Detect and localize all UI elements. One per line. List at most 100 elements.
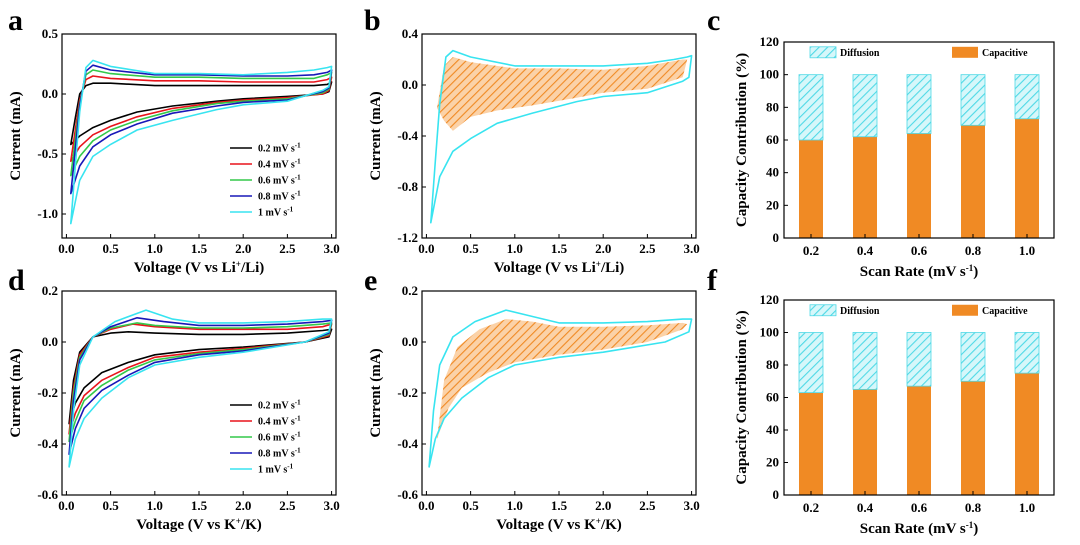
y-axis-label-a: Current (mA) <box>8 91 24 180</box>
x-tick-label-f-2: 0.6 <box>911 500 928 515</box>
bar-diffusion-f-2 <box>906 332 932 387</box>
x-tick-label-a-4: 2.0 <box>235 241 251 256</box>
y-tick-label-c-2: 40 <box>766 165 779 180</box>
x-tick-label-d-3: 1.5 <box>191 498 208 513</box>
x-axis-label-d: Voltage (V vs K+/K) <box>136 516 262 533</box>
legend-label-capacitive-f: Capacitive <box>982 306 1028 317</box>
x-tick-label-b-0: 0.0 <box>418 241 434 256</box>
bar-diffusion-c-1 <box>852 74 878 138</box>
y-tick-label-c-3: 60 <box>766 132 779 147</box>
legend-label-capacitive-c: Capacitive <box>982 48 1028 59</box>
x-tick-label-b-1: 0.5 <box>462 241 479 256</box>
y-tick-label-e-2: -0.2 <box>397 385 418 400</box>
x-tick-label-e-6: 3.0 <box>683 498 699 513</box>
cv-curve-a-4 <box>70 59 333 225</box>
x-tick-label-e-1: 0.5 <box>462 498 479 513</box>
x-tick-label-b-2: 1.0 <box>507 241 523 256</box>
bar-diffusion-c-4 <box>1014 74 1040 120</box>
y-tick-label-e-0: -0.6 <box>397 487 418 502</box>
cv-curve-a-3 <box>70 64 333 195</box>
y-tick-label-c-1: 20 <box>766 197 779 212</box>
panel-label-f: f <box>707 264 718 297</box>
x-tick-label-c-2: 0.6 <box>911 243 928 258</box>
y-tick-label-d-1: -0.4 <box>37 436 58 451</box>
x-tick-label-f-4: 1.0 <box>1019 500 1035 515</box>
y-tick-label-e-4: 0.2 <box>402 283 418 298</box>
legend-swatch-capacitive-f <box>952 304 978 316</box>
x-tick-label-f-1: 0.4 <box>857 500 874 515</box>
y-tick-label-f-3: 60 <box>766 390 779 405</box>
x-tick-label-c-1: 0.4 <box>857 243 874 258</box>
bar-capacitive-f-4 <box>1015 373 1039 495</box>
legend-label-a-0: 0.2 mV s-1 <box>258 142 301 155</box>
x-axis-label-a: Voltage (V vs Li+/Li) <box>134 259 265 276</box>
bar-capacitive-f-3 <box>961 381 985 495</box>
x-tick-label-f-3: 0.8 <box>965 500 982 515</box>
y-axis-label-b: Current (mA) <box>368 91 384 180</box>
legend-swatch-diffusion-c <box>809 46 837 59</box>
y-tick-label-e-1: -0.4 <box>397 436 418 451</box>
x-tick-label-e-3: 1.5 <box>551 498 568 513</box>
y-tick-label-b-3: 0.0 <box>402 77 418 92</box>
x-tick-label-e-0: 0.0 <box>418 498 434 513</box>
capacitive-region-e <box>437 319 688 439</box>
y-tick-label-a-3: 0.5 <box>42 26 59 41</box>
cv-curve-d-4 <box>68 309 333 468</box>
x-tick-label-a-1: 0.5 <box>102 241 119 256</box>
capacitive-region-b <box>437 57 688 131</box>
bar-capacitive-c-0 <box>799 140 823 238</box>
x-tick-label-b-5: 2.5 <box>639 241 656 256</box>
y-tick-label-f-6: 120 <box>760 292 780 307</box>
x-tick-label-a-0: 0.0 <box>58 241 74 256</box>
y-tick-label-d-0: -0.6 <box>37 487 58 502</box>
legend-label-a-2: 0.6 mV s-1 <box>258 174 301 187</box>
y-tick-label-c-0: 0 <box>773 230 780 245</box>
panel-label-c: c <box>707 4 720 37</box>
y-tick-label-d-2: -0.2 <box>37 385 58 400</box>
x-tick-label-a-2: 1.0 <box>147 241 163 256</box>
x-tick-label-a-5: 2.5 <box>279 241 296 256</box>
legend-swatch-capacitive-c <box>952 46 978 58</box>
legend-swatch-diffusion-f <box>809 304 837 317</box>
panel-label-d: d <box>8 264 25 297</box>
chart-panel-e: 0.0 0.5 1.0 1.5 2.0 2.5 3.0 -0.6 -0.4 -0.2 0.0 0.2 V… <box>368 283 700 533</box>
bar-diffusion-f-4 <box>1014 332 1040 374</box>
x-tick-label-d-4: 2.0 <box>235 498 251 513</box>
x-axis-label-f: Scan Rate (mV s-1) <box>860 520 978 537</box>
bar-diffusion-c-3 <box>960 74 986 126</box>
y-tick-label-e-3: 0.0 <box>402 334 418 349</box>
x-axis-label-e: Voltage (V vs K+/K) <box>496 516 622 533</box>
x-tick-label-c-3: 0.8 <box>965 243 982 258</box>
y-tick-label-b-2: -0.4 <box>397 128 418 143</box>
y-tick-label-a-1: -0.5 <box>37 146 58 161</box>
x-tick-label-b-3: 1.5 <box>551 241 568 256</box>
x-tick-label-d-5: 2.5 <box>279 498 296 513</box>
panel-label-a: a <box>8 4 23 37</box>
chart-panel-f: 0.2 0.4 0.6 0.8 1.0 0 20 40 60 80 100 120 Scan Rate … <box>734 292 1055 537</box>
bar-capacitive-c-3 <box>961 125 985 238</box>
cv-curve-a-2 <box>70 69 333 177</box>
x-tick-label-d-6: 3.0 <box>323 498 339 513</box>
y-tick-label-b-1: -0.8 <box>397 179 418 194</box>
cv-curve-d-3 <box>68 317 333 455</box>
legend-label-a-1: 0.4 mV s-1 <box>258 158 301 171</box>
legend-label-d-1: 0.4 mV s-1 <box>258 415 301 428</box>
panel-label-b: b <box>364 4 381 37</box>
legend-label-a-4: 1 mV s-1 <box>258 206 294 219</box>
chart-panel-c: 0.2 0.4 0.6 0.8 1.0 0 20 40 60 80 100 120 Scan Rate … <box>734 34 1055 280</box>
y-tick-label-f-1: 20 <box>766 455 779 470</box>
legend-label-diffusion-f: Diffusion <box>840 306 880 317</box>
y-tick-label-f-5: 100 <box>760 325 780 340</box>
x-tick-label-a-3: 1.5 <box>191 241 208 256</box>
x-tick-label-e-5: 2.5 <box>639 498 656 513</box>
x-tick-label-e-4: 2.0 <box>595 498 611 513</box>
x-axis-label-b: Voltage (V vs Li+/Li) <box>494 259 625 276</box>
chart-panel-b: 0.0 0.5 1.0 1.5 2.0 2.5 3.0 -1.2 -0.8 -0.4 0.0 0.4 V… <box>368 26 700 276</box>
legend-label-d-2: 0.6 mV s-1 <box>258 431 301 444</box>
y-axis-label-d: Current (mA) <box>8 348 24 437</box>
y-tick-label-f-4: 80 <box>766 357 779 372</box>
x-tick-label-e-2: 1.0 <box>507 498 523 513</box>
chart-panel-d: 0.0 0.5 1.0 1.5 2.0 2.5 3.0 -0.6 -0.4 -0.2 0.0 0.2 V… <box>8 283 340 533</box>
bar-capacitive-f-1 <box>853 389 877 495</box>
